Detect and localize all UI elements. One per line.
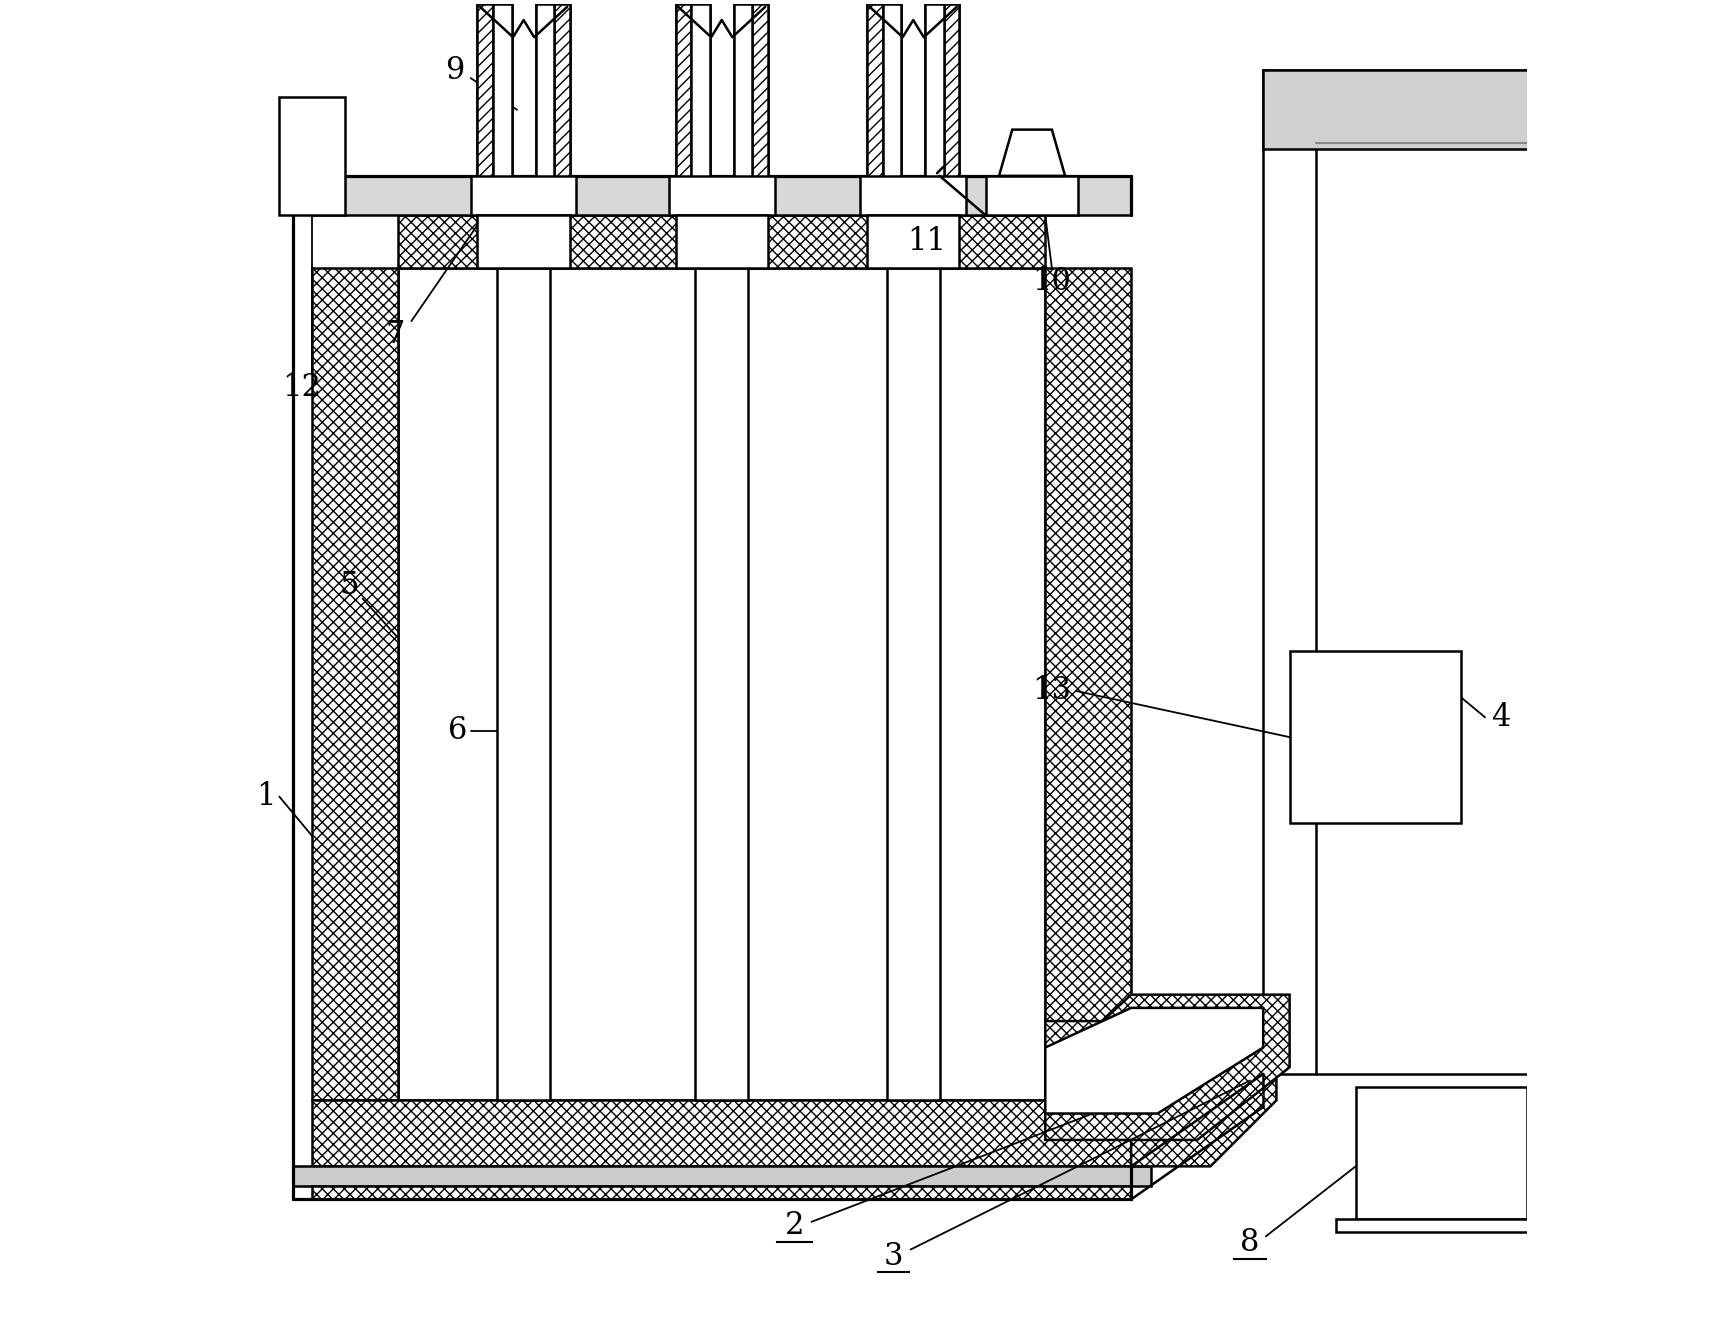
Polygon shape bbox=[860, 175, 966, 215]
Polygon shape bbox=[1335, 1219, 1547, 1232]
Polygon shape bbox=[312, 1187, 1131, 1199]
Text: 3: 3 bbox=[884, 1241, 903, 1272]
Polygon shape bbox=[293, 1167, 1151, 1187]
Text: 8: 8 bbox=[1240, 1228, 1259, 1259]
Polygon shape bbox=[676, 4, 692, 215]
Polygon shape bbox=[312, 175, 1131, 215]
Polygon shape bbox=[733, 4, 753, 215]
Text: 1: 1 bbox=[257, 781, 276, 812]
Text: 6: 6 bbox=[447, 715, 466, 746]
Text: 13: 13 bbox=[1032, 675, 1072, 707]
Text: 9: 9 bbox=[446, 54, 465, 85]
Polygon shape bbox=[926, 4, 943, 215]
Polygon shape bbox=[987, 175, 1079, 215]
Polygon shape bbox=[498, 268, 550, 1100]
Polygon shape bbox=[695, 268, 747, 1100]
Polygon shape bbox=[312, 1100, 1131, 1167]
Polygon shape bbox=[999, 130, 1065, 175]
Polygon shape bbox=[399, 215, 1046, 268]
Polygon shape bbox=[536, 4, 553, 215]
Polygon shape bbox=[669, 175, 775, 215]
Polygon shape bbox=[1262, 70, 1594, 149]
Polygon shape bbox=[492, 4, 512, 215]
Polygon shape bbox=[867, 215, 959, 268]
Polygon shape bbox=[1046, 1007, 1262, 1114]
Text: 5: 5 bbox=[340, 570, 359, 601]
Text: 4: 4 bbox=[1491, 702, 1510, 732]
Polygon shape bbox=[477, 4, 492, 215]
Text: 12: 12 bbox=[283, 372, 321, 403]
Text: 2: 2 bbox=[784, 1211, 805, 1241]
Polygon shape bbox=[883, 4, 902, 215]
Text: 7: 7 bbox=[387, 319, 406, 350]
Polygon shape bbox=[1594, 809, 1673, 1074]
Polygon shape bbox=[1356, 1087, 1528, 1219]
Polygon shape bbox=[312, 268, 399, 1100]
Text: 10: 10 bbox=[1032, 266, 1072, 296]
Polygon shape bbox=[472, 175, 576, 215]
Polygon shape bbox=[553, 4, 570, 215]
Polygon shape bbox=[886, 268, 940, 1100]
Polygon shape bbox=[1046, 994, 1290, 1140]
Polygon shape bbox=[1262, 70, 1594, 1074]
Polygon shape bbox=[753, 4, 768, 215]
Polygon shape bbox=[676, 215, 768, 268]
Polygon shape bbox=[1046, 1021, 1276, 1167]
Polygon shape bbox=[1290, 651, 1462, 823]
Polygon shape bbox=[692, 4, 709, 215]
Polygon shape bbox=[943, 4, 959, 215]
Polygon shape bbox=[477, 215, 570, 268]
Polygon shape bbox=[279, 97, 345, 215]
Polygon shape bbox=[1046, 268, 1131, 1100]
Polygon shape bbox=[399, 268, 1046, 1100]
Text: 11: 11 bbox=[907, 226, 947, 258]
Polygon shape bbox=[1594, 70, 1673, 413]
Polygon shape bbox=[867, 4, 883, 215]
